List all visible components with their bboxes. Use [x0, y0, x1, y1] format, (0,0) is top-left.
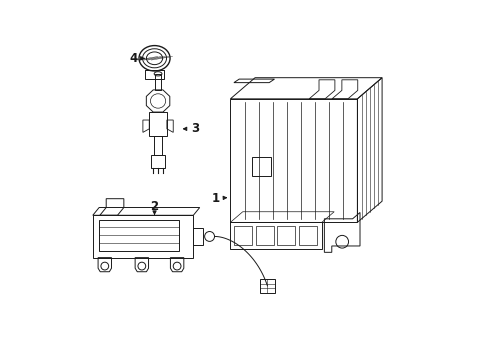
Bar — [233, 226, 252, 245]
Bar — [154, 136, 162, 155]
Bar — [277, 226, 295, 245]
Bar — [251, 157, 270, 176]
Text: 1: 1 — [211, 192, 219, 205]
Bar — [150, 155, 165, 168]
Bar — [298, 226, 316, 245]
Bar — [193, 228, 203, 245]
Bar — [93, 215, 193, 258]
Text: 3: 3 — [191, 122, 199, 135]
Bar — [149, 112, 166, 136]
Bar — [155, 74, 161, 90]
Bar — [99, 220, 178, 251]
Bar — [255, 226, 273, 245]
Bar — [260, 279, 274, 293]
Text: 2: 2 — [150, 200, 158, 213]
Text: 4: 4 — [129, 52, 137, 65]
